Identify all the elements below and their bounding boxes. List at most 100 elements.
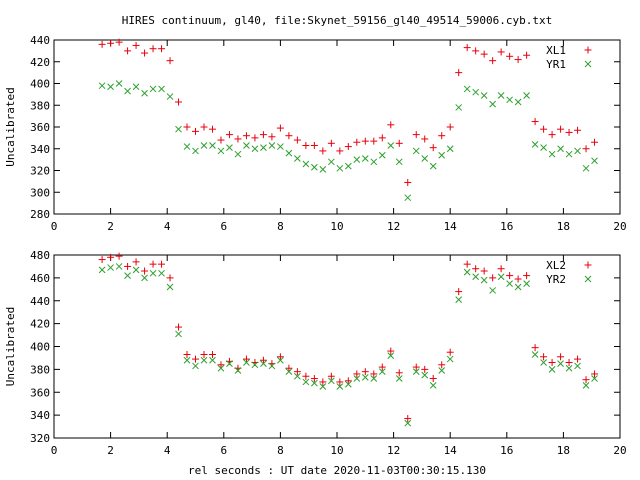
marker-d2 (175, 125, 182, 133)
marker-d2 (582, 382, 590, 389)
marker-d2 (226, 360, 233, 368)
data-point (565, 128, 573, 136)
data-point (497, 92, 505, 99)
data-point (302, 372, 310, 380)
data-point (429, 162, 437, 170)
y-axis-label: Uncalibrated (4, 87, 17, 166)
data-point (115, 38, 123, 46)
marker-d2 (472, 273, 480, 281)
data-point (319, 378, 327, 386)
data-point (591, 157, 598, 165)
marker-d2 (370, 158, 378, 166)
data-point (200, 123, 208, 131)
data-point (192, 127, 199, 135)
data-point (107, 83, 114, 91)
data-point (574, 126, 582, 134)
data-point (548, 366, 556, 373)
marker-d2 (438, 151, 446, 159)
marker-d2 (429, 162, 437, 170)
marker-d2 (489, 287, 497, 294)
data-point (311, 163, 318, 171)
data-point (175, 98, 183, 106)
marker-d2 (268, 362, 276, 370)
marker-d2 (302, 160, 310, 168)
y-tick-label: 460 (30, 272, 50, 285)
marker-d2 (557, 145, 564, 153)
data-point (514, 275, 522, 283)
data-point (192, 355, 199, 363)
data-point (310, 375, 318, 383)
data-point (98, 40, 106, 48)
data-point (183, 351, 191, 359)
data-point (421, 365, 429, 373)
data-point (582, 164, 590, 172)
data-point (166, 283, 174, 291)
marker-d2 (234, 367, 242, 374)
data-point (565, 359, 573, 367)
bottom-chart: 320 340 360 380 400 420 440 460 480 0 2 4 6 8 10 12 14 16… (4, 249, 627, 457)
marker-d2 (361, 374, 369, 381)
marker-d2 (285, 368, 293, 376)
marker-d2 (107, 264, 114, 271)
data-point (251, 145, 259, 153)
data-point (540, 359, 547, 366)
data-point (208, 351, 216, 359)
marker-d2 (548, 150, 556, 158)
marker-d2 (251, 361, 259, 369)
marker-d2 (294, 155, 301, 162)
data-point (285, 364, 293, 372)
data-point (311, 379, 318, 387)
data-point (429, 382, 437, 389)
data-point (531, 118, 539, 126)
data-point (463, 268, 471, 276)
data-point (574, 362, 581, 370)
marker-d2 (446, 355, 454, 363)
data-point (225, 131, 233, 139)
x-axis-label: rel seconds : UT date 2020-11-03T00:30:1… (188, 464, 486, 477)
data-point (387, 352, 395, 360)
data-point (327, 372, 335, 380)
data-point (480, 267, 488, 275)
series-xl2 (98, 252, 599, 423)
marker-d2 (166, 93, 174, 100)
data-point (574, 355, 582, 363)
marker-d2 (557, 360, 564, 368)
marker-d2 (226, 144, 233, 152)
data-point (158, 45, 166, 53)
y-tick-label: 440 (30, 295, 50, 308)
marker-d2 (251, 145, 259, 153)
data-point (412, 368, 420, 376)
x-tick-label: 0 (51, 444, 58, 457)
marker-d2 (243, 359, 250, 366)
data-point (302, 378, 310, 386)
data-point (336, 378, 344, 386)
data-point (208, 125, 216, 133)
data-point (591, 370, 599, 378)
marker-d2 (243, 142, 250, 149)
data-point (124, 47, 132, 55)
data-point (361, 155, 369, 162)
data-point (531, 141, 539, 148)
data-point (310, 141, 318, 149)
data-point (412, 363, 420, 371)
marker-d2 (497, 92, 505, 99)
data-point (149, 269, 157, 277)
data-point (149, 260, 157, 268)
data-point (107, 253, 115, 261)
data-point (514, 98, 522, 106)
data-point (404, 178, 412, 186)
marker-d2 (480, 92, 488, 99)
data-point (124, 87, 131, 95)
data-point (276, 124, 284, 132)
marker-d2 (387, 352, 395, 360)
data-point (141, 49, 149, 57)
marker-d2 (582, 164, 590, 172)
data-point (344, 377, 352, 385)
data-point (582, 382, 590, 389)
marker-d2 (540, 144, 547, 152)
data-point (540, 144, 547, 152)
data-point (183, 356, 191, 364)
x-tick-label: 16 (500, 444, 513, 457)
data-point (175, 323, 183, 331)
marker-d2 (455, 296, 463, 303)
